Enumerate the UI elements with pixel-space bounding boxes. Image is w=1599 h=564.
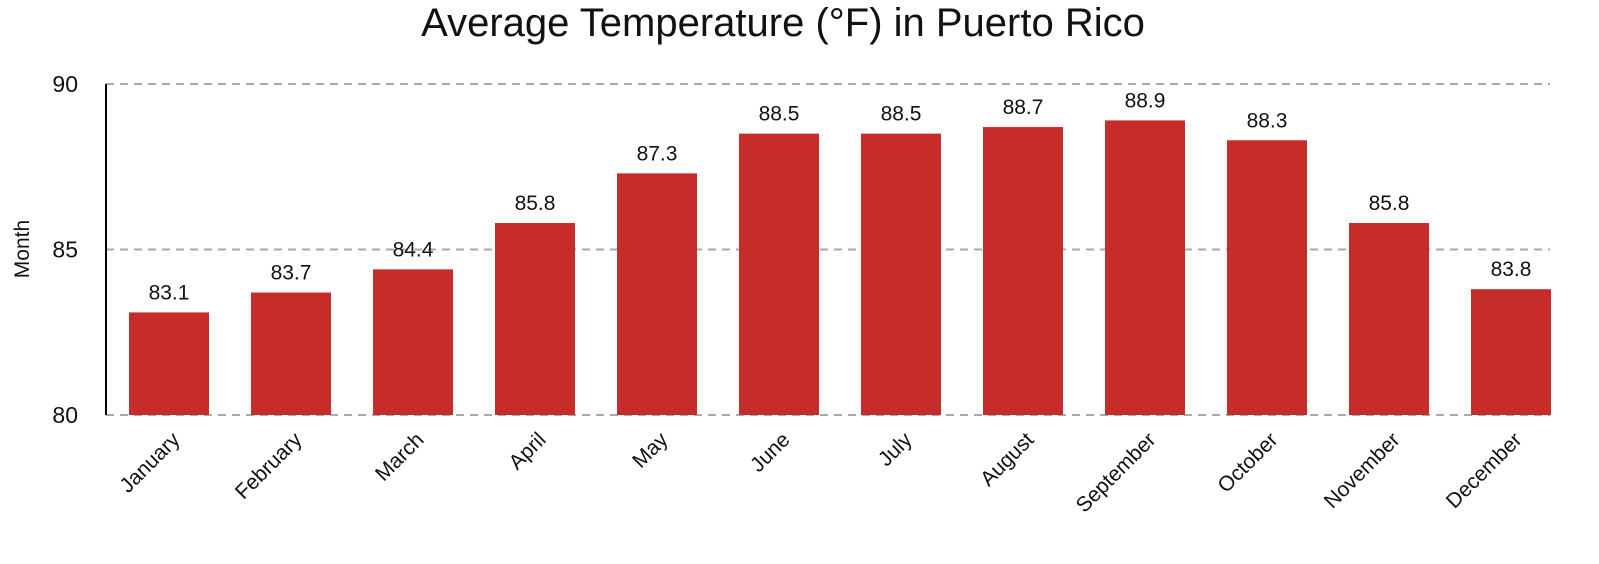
y-tick-label: 85 xyxy=(52,237,78,263)
bar-january xyxy=(129,312,209,415)
data-label: 88.3 xyxy=(1247,109,1288,132)
y-axis-label: Month xyxy=(11,220,34,278)
bar-february xyxy=(251,292,331,415)
x-tick-label: November xyxy=(1320,428,1405,513)
x-tick-label: October xyxy=(1213,428,1282,497)
x-tick-label: July xyxy=(874,428,917,471)
bar-may xyxy=(617,173,697,415)
data-label: 83.8 xyxy=(1491,258,1532,281)
x-tick-label: December xyxy=(1442,428,1527,513)
data-label: 88.5 xyxy=(759,103,800,126)
y-tick-label: 80 xyxy=(52,402,78,428)
x-tick-label: September xyxy=(1072,428,1161,517)
bar-april xyxy=(495,223,575,415)
x-tick-label: May xyxy=(628,428,673,473)
data-label: 88.5 xyxy=(881,103,922,126)
bar-september xyxy=(1105,120,1185,415)
bar-october xyxy=(1227,140,1307,415)
chart-title: Average Temperature (°F) in Puerto Rico xyxy=(421,1,1145,45)
data-label: 85.8 xyxy=(1369,192,1410,215)
data-label: 85.8 xyxy=(515,192,556,215)
data-label: 84.4 xyxy=(393,238,434,261)
x-tick-label: January xyxy=(115,428,184,497)
x-tick-label: June xyxy=(746,428,794,476)
bar-november xyxy=(1349,223,1429,415)
bar-july xyxy=(861,133,941,415)
data-label: 83.1 xyxy=(149,281,190,304)
bar-august xyxy=(983,127,1063,415)
data-label: 88.7 xyxy=(1003,96,1044,119)
x-tick-label: April xyxy=(505,428,551,474)
bar-june xyxy=(739,133,819,415)
x-tick-label: February xyxy=(231,428,307,504)
data-label: 87.3 xyxy=(637,142,678,165)
x-tick-label: August xyxy=(976,428,1039,491)
bar-march xyxy=(373,269,453,415)
data-label: 88.9 xyxy=(1125,89,1166,112)
x-tick-label: March xyxy=(371,428,429,486)
y-tick-label: 90 xyxy=(52,71,78,97)
data-label: 83.7 xyxy=(271,262,312,285)
bar-december xyxy=(1471,289,1551,415)
